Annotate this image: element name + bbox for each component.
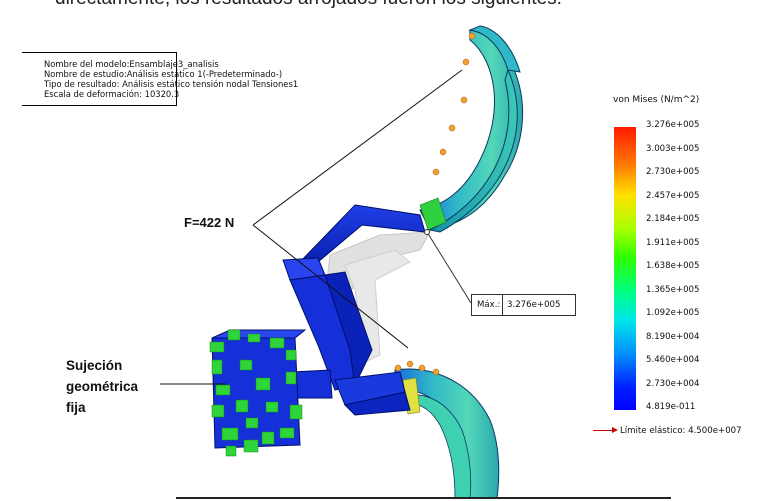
color-scale-tick-label: 2.730e+005 — [646, 167, 700, 177]
force-label: F=422 N — [184, 215, 235, 230]
color-scale-tick-label: 8.190e+004 — [646, 331, 700, 342]
max-probe-label: Máx.: — [477, 300, 501, 310]
fixed-support-block — [209, 329, 307, 457]
upper-blade — [419, 25, 524, 233]
fixture-label-line1: Sujeción — [66, 358, 123, 373]
fixture-label: Sujeción geométrica fija — [66, 355, 138, 418]
color-scale-tick-label: 1.365e+005 — [646, 284, 700, 295]
fixture-label-line3: fija — [66, 400, 86, 415]
color-scale-tick-label: 1.638e+005 — [646, 261, 700, 271]
color-scale-bar — [614, 127, 636, 410]
deformation-scale-text: Escala de deformación: 10320.3 — [44, 89, 180, 99]
color-scale-tick-label: 2.457e+005 — [646, 190, 700, 201]
page-heading: directamente, los resultados arrojados f… — [55, 0, 562, 10]
fixture-label-line2: geométrica — [66, 379, 139, 394]
color-scale-tick-label: 3.003e+005 — [646, 143, 700, 154]
color-scale-tick-label: 1.911e+005 — [646, 237, 700, 248]
color-scale-tick-label: 3.276e+005 — [646, 120, 700, 130]
result-type-text: Tipo de resultado: Análisis estático ten… — [44, 79, 299, 89]
color-scale-tick-label: 5.460e+004 — [646, 355, 700, 365]
load-markers — [394, 32, 476, 376]
bottom-divider — [176, 497, 671, 499]
yield-limit-arrow-icon — [593, 427, 618, 433]
study-info-box: Nombre del modelo:Ensamblaje3_analisis N… — [22, 52, 298, 106]
lower-blade — [394, 368, 500, 499]
yield-limit-text: Límite elástico: 4.500e+007 — [620, 426, 742, 436]
force-leader-lines — [252, 69, 463, 349]
max-probe-leader — [424, 229, 472, 304]
max-probe-box[interactable]: Máx.: 3.276e+005 — [471, 294, 576, 316]
study-name-text: Nombre de estudio:Análisis estático 1(-P… — [44, 69, 283, 79]
legend-title: von Mises (N/m^2) — [613, 95, 700, 105]
color-scale-tick-label: 1.092e+005 — [646, 308, 700, 318]
blue-linkage-arm — [282, 204, 426, 416]
color-scale-tick-label: 2.184e+005 — [646, 214, 700, 224]
max-probe-divider — [502, 295, 503, 315]
color-scale-tick-label: 4.819e-011 — [646, 402, 696, 412]
model-name-text: Nombre del modelo:Ensamblaje3_analisis — [44, 59, 219, 69]
max-probe-value: 3.276e+005 — [507, 300, 561, 310]
color-scale-tick-label: 2.730e+004 — [646, 378, 700, 389]
